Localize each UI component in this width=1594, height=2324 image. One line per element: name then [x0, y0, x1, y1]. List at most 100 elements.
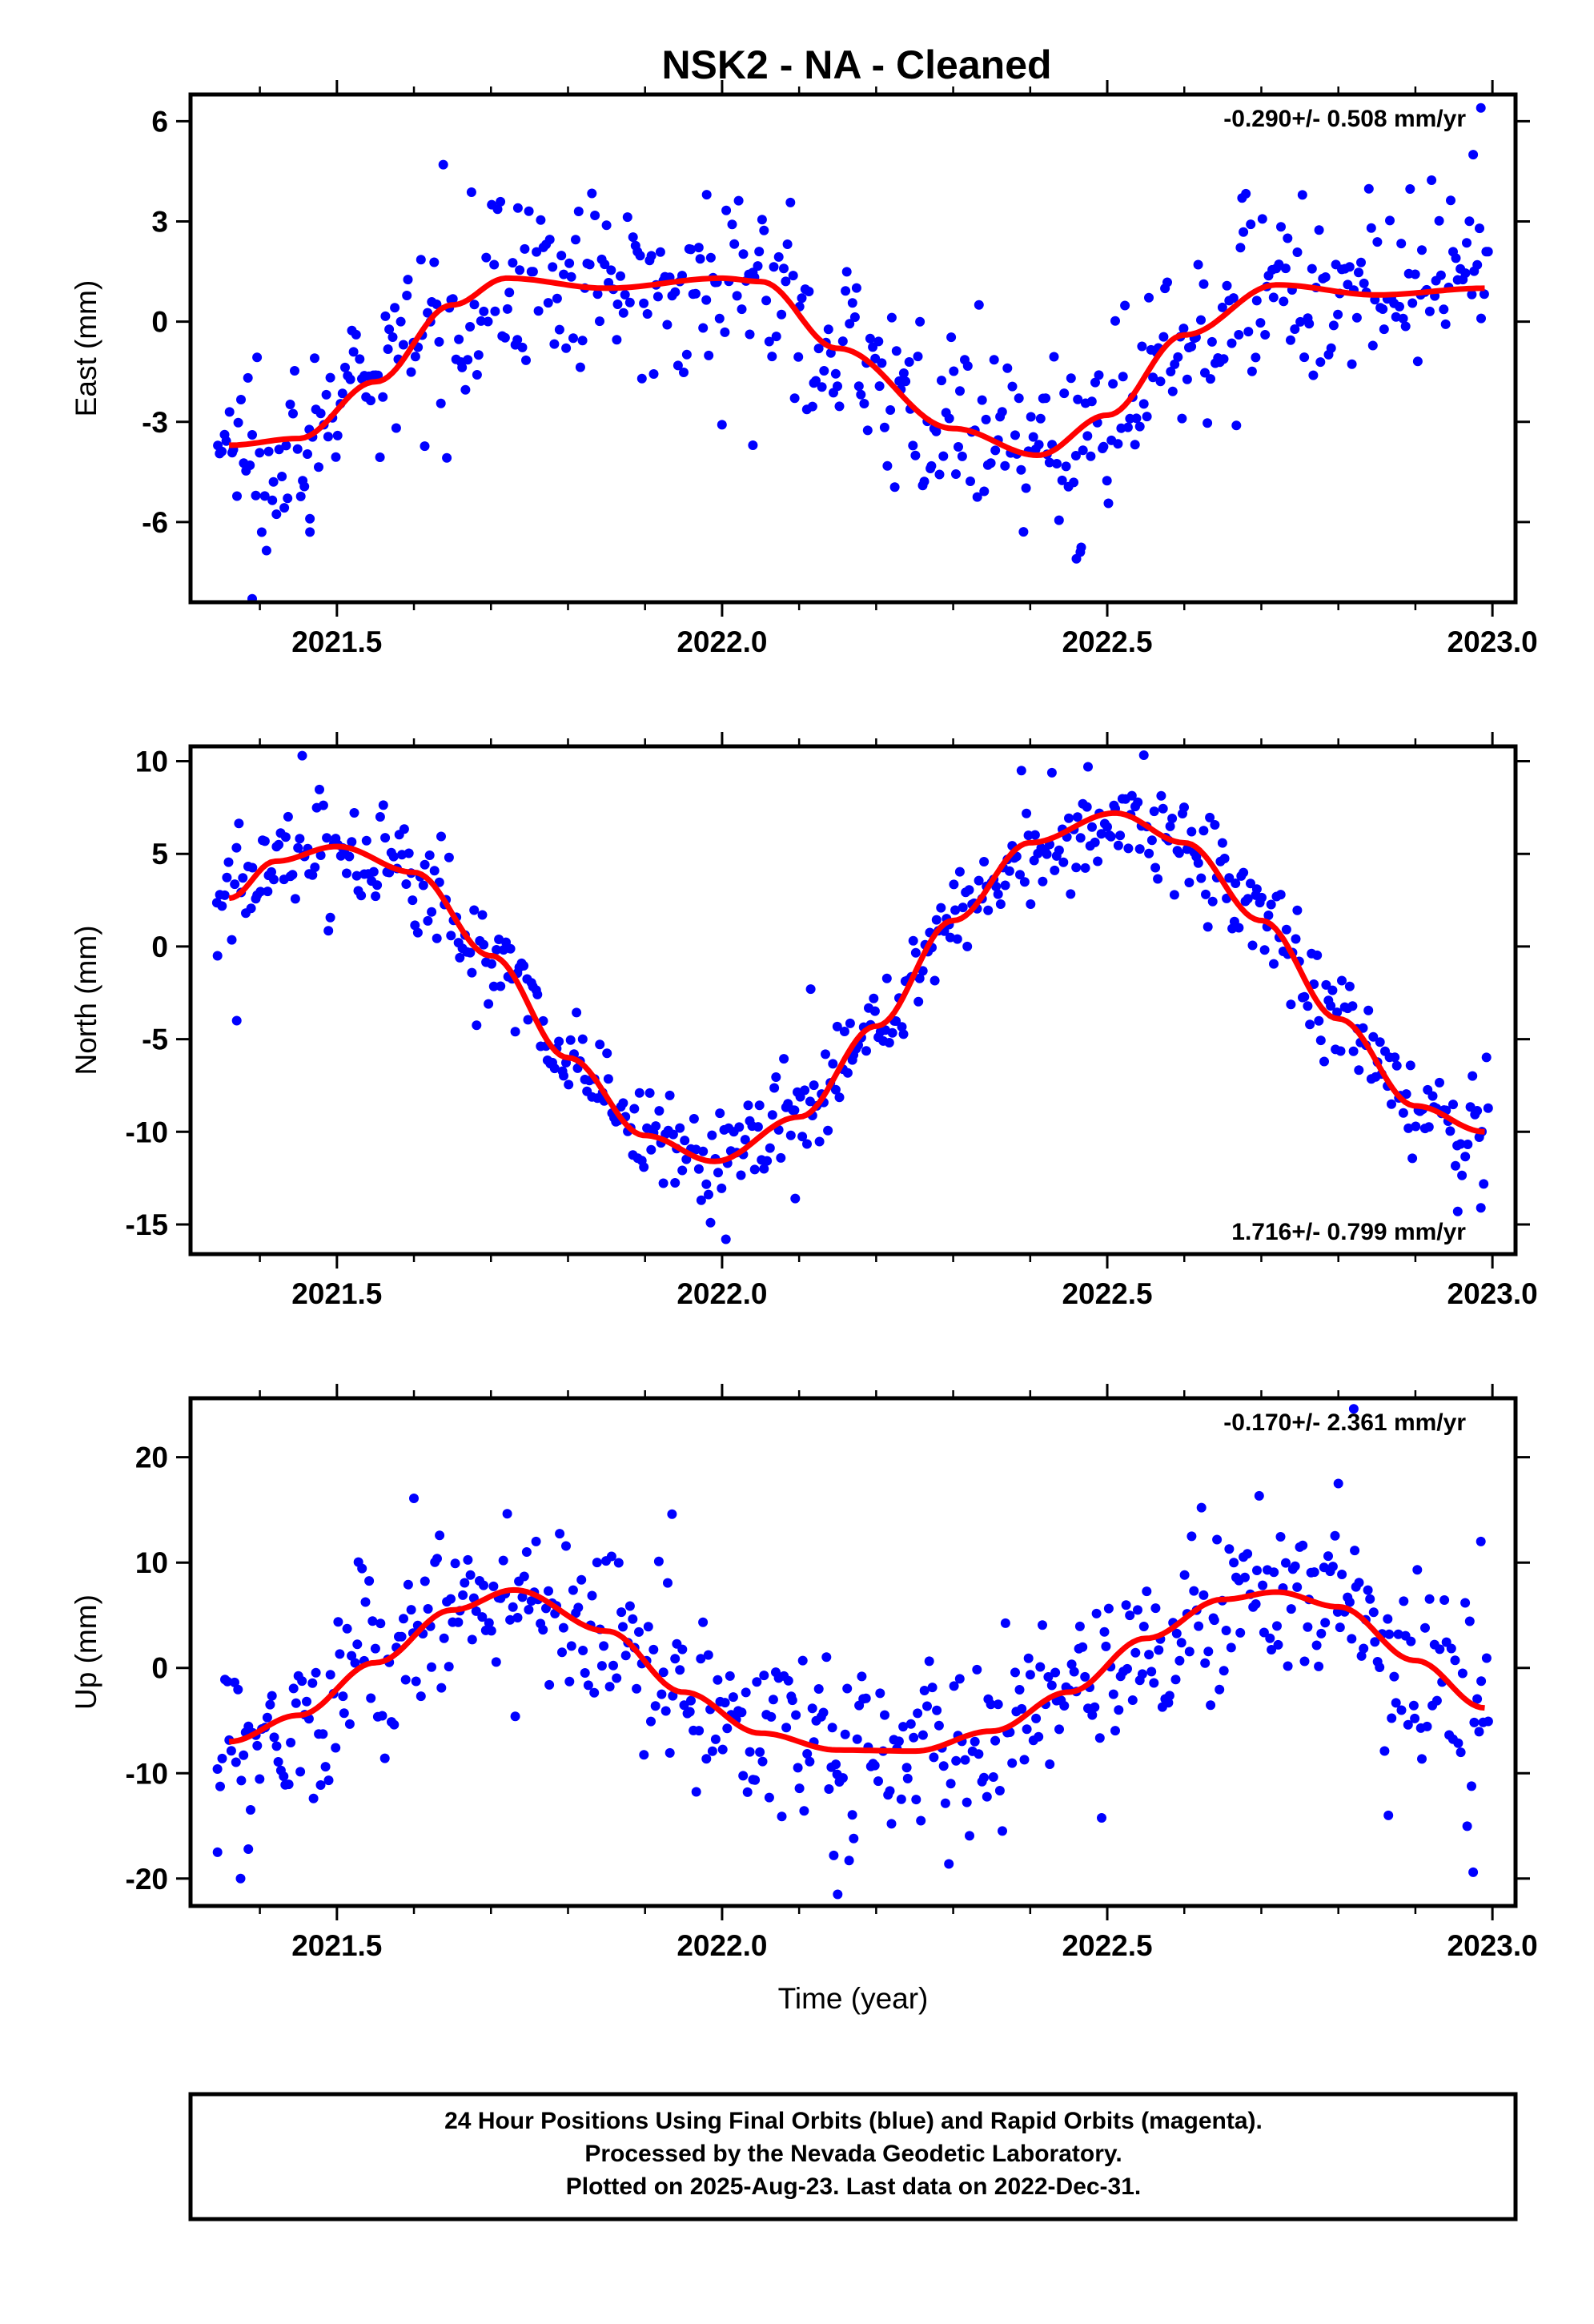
north-data-point: [1072, 812, 1082, 822]
up-data-point: [1150, 1603, 1161, 1614]
north-data-point: [759, 1164, 769, 1174]
east-data-point: [1435, 270, 1446, 280]
east-data-point: [442, 452, 452, 463]
east-data-point: [1462, 238, 1472, 248]
up-data-point: [342, 1623, 352, 1634]
up-data-point: [1330, 1530, 1340, 1541]
up-data-point: [932, 1705, 942, 1715]
east-data-point: [606, 265, 616, 275]
east-data-point: [813, 344, 824, 354]
north-data-point: [1115, 830, 1126, 841]
north-y-tick-label: -10: [126, 1116, 168, 1148]
east-data-point: [247, 430, 257, 440]
up-data-point: [1281, 1558, 1291, 1568]
up-data-point: [416, 1691, 426, 1702]
east-data-point: [856, 389, 866, 400]
east-data-point: [403, 275, 413, 285]
up-data-point: [379, 1753, 390, 1763]
north-data-point: [401, 879, 412, 889]
east-data-point: [1131, 413, 1142, 424]
north-data-point: [1184, 878, 1194, 887]
east-data-point: [1073, 394, 1083, 404]
east-data-point: [395, 316, 406, 327]
east-data-point: [1014, 393, 1024, 404]
up-data-point: [1199, 1590, 1209, 1600]
east-y-tick-label: -3: [142, 406, 168, 439]
north-data-point: [1096, 829, 1106, 839]
east-data-point: [781, 276, 791, 287]
east-data-point: [261, 545, 271, 556]
east-data-point: [434, 336, 444, 347]
east-data-point: [577, 336, 588, 346]
east-data-point: [496, 196, 506, 207]
up-data-point: [679, 1700, 689, 1711]
north-data-point: [603, 1074, 613, 1084]
north-data-point: [789, 1105, 800, 1116]
up-data-point: [1258, 1580, 1268, 1590]
east-data-point: [737, 304, 747, 315]
up-data-point: [1243, 1549, 1253, 1559]
east-data-point: [873, 336, 884, 347]
east-data-point: [1379, 324, 1389, 335]
up-rate-label: -0.170+/- 2.361 mm/yr: [1223, 1409, 1466, 1436]
north-data-point: [549, 1063, 560, 1074]
up-data-point: [1046, 1680, 1057, 1691]
up-data-point: [463, 1554, 473, 1565]
north-data-point: [675, 1123, 685, 1133]
up-data-point: [1464, 1616, 1475, 1626]
east-data-point: [769, 262, 779, 272]
north-data-point: [839, 1027, 849, 1036]
up-data-point: [913, 1708, 923, 1719]
up-data-point: [262, 1712, 272, 1723]
north-data-point: [1134, 844, 1145, 854]
east-data-point: [612, 300, 623, 309]
east-data-point: [351, 329, 361, 340]
up-data-point: [344, 1719, 355, 1729]
up-data-point: [911, 1795, 921, 1805]
up-data-point: [477, 1612, 488, 1622]
up-data-point: [1476, 1676, 1487, 1687]
east-data-point: [436, 398, 446, 408]
up-data-point: [1235, 1627, 1246, 1638]
north-data-point: [891, 1016, 901, 1026]
up-data-point: [267, 1691, 277, 1701]
east-data-point: [1138, 399, 1149, 409]
chart-title: NSK2 - NA - Cleaned: [661, 42, 1051, 87]
east-data-point: [454, 334, 464, 344]
up-data-point: [972, 1664, 982, 1675]
east-data-point: [233, 417, 243, 428]
up-data-point: [1267, 1645, 1277, 1655]
east-data-point: [955, 386, 965, 396]
up-data-point: [1059, 1701, 1070, 1711]
north-data-point: [983, 905, 994, 915]
north-data-point: [212, 951, 223, 961]
east-data-point: [1222, 280, 1232, 291]
east-data-point: [1130, 440, 1140, 450]
up-data-point: [946, 1779, 956, 1789]
north-data-point: [769, 1083, 780, 1093]
north-data-point: [1257, 892, 1267, 903]
up-data-point: [960, 1755, 970, 1765]
up-data-point: [1034, 1731, 1044, 1742]
east-data-point: [926, 460, 937, 471]
north-data-point: [974, 875, 984, 886]
east-data-point: [571, 235, 580, 245]
east-data-point: [590, 211, 600, 220]
east-data-point: [1460, 268, 1471, 279]
north-y-tick-label: 5: [151, 838, 168, 870]
up-data-point: [982, 1791, 992, 1802]
north-data-point: [802, 1139, 812, 1149]
east-data-point: [402, 291, 412, 300]
north-data-point: [1363, 1005, 1374, 1015]
up-data-point: [479, 1580, 488, 1590]
up-data-point: [411, 1676, 421, 1687]
north-data-point: [1251, 884, 1262, 895]
east-y-tick-label: 0: [151, 306, 168, 339]
north-data-point: [704, 1189, 713, 1200]
east-data-point: [1155, 376, 1166, 387]
east-data-point: [698, 323, 709, 333]
up-data-point: [750, 1775, 761, 1785]
east-data-point: [1166, 367, 1176, 376]
up-data-point: [777, 1811, 787, 1822]
up-x-tick-label: 2023.0: [1447, 1929, 1538, 1962]
